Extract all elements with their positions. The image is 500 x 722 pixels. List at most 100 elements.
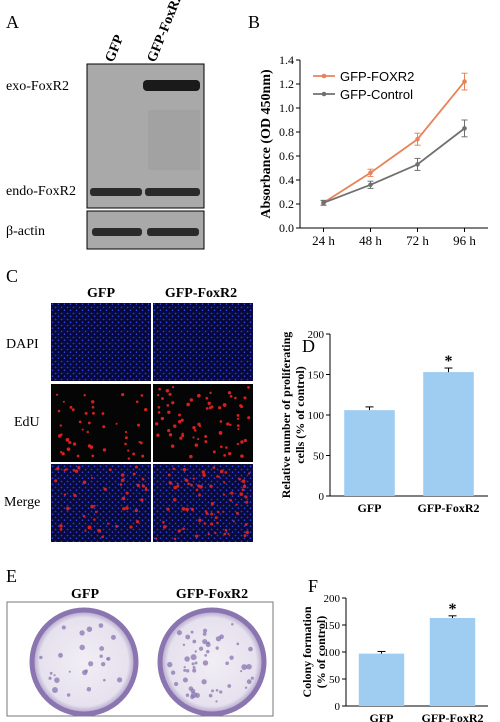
band-actin-foxr2 bbox=[147, 228, 199, 236]
data-point bbox=[462, 79, 467, 84]
micrograph-dapi-gfp bbox=[51, 303, 151, 381]
edu-cell bbox=[236, 413, 240, 417]
edu-cell bbox=[219, 445, 223, 449]
colony bbox=[52, 687, 58, 693]
edu-cell bbox=[210, 512, 214, 516]
y-tick-label: 0.0 bbox=[279, 221, 294, 235]
col-label-gfp-foxr2: GFP-FoxR2 bbox=[165, 286, 237, 301]
edu-cell bbox=[135, 400, 139, 404]
edu-cell bbox=[224, 528, 228, 532]
edu-cell bbox=[182, 467, 187, 472]
colony bbox=[110, 634, 116, 640]
data-point bbox=[321, 200, 326, 206]
edu-cell bbox=[207, 401, 211, 405]
y-tick-label: 1.2 bbox=[279, 77, 294, 91]
edu-cell bbox=[185, 507, 189, 512]
edu-cell bbox=[195, 534, 199, 538]
edu-cell bbox=[243, 396, 247, 400]
colony bbox=[244, 686, 248, 689]
edu-cell bbox=[171, 401, 175, 405]
edu-cell bbox=[127, 449, 130, 452]
y-tick-label: 200 bbox=[324, 593, 341, 605]
edu-cell bbox=[218, 431, 223, 435]
edu-cell bbox=[120, 473, 125, 477]
edu-cell bbox=[197, 484, 201, 488]
edu-cell bbox=[217, 406, 222, 410]
plate-label-gfp-foxr2: GFP-FoxR2 bbox=[176, 587, 248, 602]
edu-cell bbox=[82, 514, 86, 518]
edu-cell bbox=[65, 438, 70, 442]
edu-cell bbox=[223, 532, 227, 536]
x-tick-label: GFP bbox=[358, 501, 382, 515]
edu-cell bbox=[63, 493, 67, 496]
edu-cell bbox=[140, 394, 144, 397]
colony bbox=[192, 666, 196, 669]
panel-letter-d: D bbox=[302, 336, 315, 356]
y-tick-label: 100 bbox=[308, 410, 325, 422]
edu-cell bbox=[127, 457, 131, 460]
edu-cell bbox=[125, 491, 129, 495]
colony bbox=[106, 656, 111, 661]
edu-cell bbox=[205, 512, 209, 515]
edu-cell bbox=[223, 481, 226, 484]
edu-cell bbox=[124, 442, 127, 446]
lane-label-gfp: GFP bbox=[103, 33, 128, 65]
edu-cell bbox=[69, 405, 73, 409]
edu-cell bbox=[222, 510, 225, 513]
colony bbox=[194, 692, 200, 698]
y-tick-label: 100 bbox=[324, 647, 341, 659]
edu-cell bbox=[54, 479, 58, 483]
edu-cell bbox=[212, 450, 216, 454]
edu-cell bbox=[216, 521, 219, 525]
edu-cell bbox=[197, 422, 201, 426]
edu-cell bbox=[59, 527, 63, 531]
colony bbox=[39, 655, 43, 660]
bar-gfp-foxr2 bbox=[423, 372, 474, 496]
y-tick-label: 150 bbox=[308, 370, 325, 382]
edu-cell bbox=[170, 444, 175, 448]
colony bbox=[246, 663, 252, 670]
y-tick-label: 150 bbox=[324, 620, 341, 632]
colony bbox=[79, 644, 85, 651]
data-point bbox=[415, 162, 420, 167]
edu-cell bbox=[122, 507, 126, 511]
y-tick-label: 0.4 bbox=[279, 173, 294, 187]
edu-cell bbox=[172, 467, 176, 470]
colony bbox=[192, 668, 197, 673]
edu-cell bbox=[162, 520, 165, 524]
edu-cell bbox=[217, 475, 220, 478]
edu-cell bbox=[198, 518, 202, 522]
y-tick-label: 0 bbox=[335, 701, 341, 713]
colony bbox=[170, 670, 176, 675]
edu-cell bbox=[216, 475, 219, 478]
edu-cell bbox=[93, 518, 96, 521]
edu-cell bbox=[102, 448, 107, 452]
edu-cell bbox=[65, 468, 68, 471]
colony bbox=[236, 642, 240, 646]
edu-cell bbox=[91, 400, 95, 404]
edu-cell bbox=[240, 440, 244, 444]
culture-plate-gfp-foxr2 bbox=[157, 607, 267, 717]
edu-cell bbox=[184, 478, 188, 482]
edu-cell bbox=[161, 397, 164, 400]
edu-cell bbox=[230, 491, 234, 495]
edu-cell bbox=[190, 483, 193, 487]
micrograph-edu-gfp-foxr2 bbox=[153, 384, 253, 462]
edu-cell bbox=[210, 522, 214, 526]
colony bbox=[173, 681, 179, 687]
edu-cell bbox=[78, 420, 82, 424]
edu-cell bbox=[77, 466, 81, 470]
edu-cell bbox=[209, 484, 213, 488]
edu-cell bbox=[201, 470, 206, 474]
band-label-endo: endo-FoxR2 bbox=[6, 184, 76, 199]
colony bbox=[202, 660, 209, 666]
edu-cell bbox=[205, 407, 209, 410]
edu-cell bbox=[83, 394, 86, 397]
x-tick-label: GFP-FoxR2 bbox=[422, 711, 484, 722]
edu-cell bbox=[198, 493, 201, 497]
y-tick-label: 0.2 bbox=[279, 197, 294, 211]
legend-label: GFP-FOXR2 bbox=[340, 69, 414, 84]
colony bbox=[198, 646, 204, 651]
edu-cell bbox=[186, 402, 190, 407]
edu-cell bbox=[91, 477, 94, 480]
